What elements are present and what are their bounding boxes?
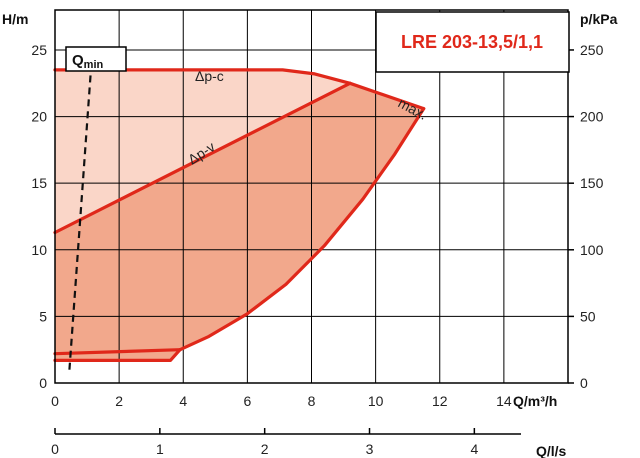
y-axis-title-right: p/kPa <box>580 11 618 27</box>
y-tick-label: 15 <box>31 175 47 191</box>
qmin-dashed-line <box>68 56 93 370</box>
qmin-label-box: Qmin <box>65 46 127 72</box>
max-curve <box>348 81 426 111</box>
qmin-label-sub: min <box>84 59 104 71</box>
y2-tick-label: 50 <box>580 308 596 324</box>
min-upper-curve <box>53 348 182 356</box>
dp-c-label: Δp-c <box>195 68 224 84</box>
secondary-x-axis-title: Q/l/s <box>536 443 567 458</box>
y-tick-label: 10 <box>31 242 47 258</box>
y2-tick-label: 200 <box>580 109 604 125</box>
x-tick-label: 10 <box>368 393 384 409</box>
y2-tick-label: 0 <box>580 375 588 391</box>
y2-tick-labels: 0 50 100 150 200 250 <box>568 42 604 391</box>
min-curve <box>53 348 182 362</box>
x-tick-label: 4 <box>179 393 187 409</box>
x2-tick-label: 0 <box>51 441 59 457</box>
x2-tick-label: 1 <box>156 441 164 457</box>
x-tick-labels: 0 2 4 6 8 10 12 14 <box>51 393 512 409</box>
performance-curves <box>53 68 426 362</box>
dark-operating-area <box>55 83 424 361</box>
x2-tick-label: 4 <box>470 441 478 457</box>
plot-frame <box>54 9 569 384</box>
qmin-label: Qmin <box>72 52 104 71</box>
model-title-box: LRE 203-13,5/1,1 <box>375 11 570 73</box>
y-tick-label: 25 <box>31 42 47 58</box>
y2-tick-label: 100 <box>580 242 604 258</box>
y2-tick-label: 250 <box>580 42 604 58</box>
y-tick-label: 5 <box>39 308 47 324</box>
y-tick-labels: 0 5 10 15 20 25 <box>31 42 47 391</box>
secondary-x-axis: 0 1 2 3 4 <box>51 428 521 457</box>
qmin-label-main: Q <box>72 52 84 69</box>
dp-c-curve <box>53 68 352 85</box>
x-tick-label: 6 <box>243 393 251 409</box>
operating-areas <box>55 69 424 361</box>
y-tick-label: 0 <box>39 375 47 391</box>
x2-tick-label: 3 <box>366 441 374 457</box>
x-tick-label: 12 <box>432 393 448 409</box>
y-tick-label: 20 <box>31 109 47 125</box>
x2-tick-label: 2 <box>261 441 269 457</box>
max-right-curve <box>178 106 426 352</box>
light-operating-area <box>55 69 350 233</box>
model-title: LRE 203-13,5/1,1 <box>401 32 543 52</box>
dp-v-curve <box>53 81 352 235</box>
y2-tick-label: 150 <box>580 175 604 191</box>
x-axis-title: Q/m³/h <box>513 393 557 409</box>
y-axis-title-left: H/m <box>2 11 28 27</box>
x-tick-label: 8 <box>308 393 316 409</box>
x-tick-label: 14 <box>496 393 512 409</box>
x-tick-label: 0 <box>51 393 59 409</box>
x-tick-label: 2 <box>115 393 123 409</box>
